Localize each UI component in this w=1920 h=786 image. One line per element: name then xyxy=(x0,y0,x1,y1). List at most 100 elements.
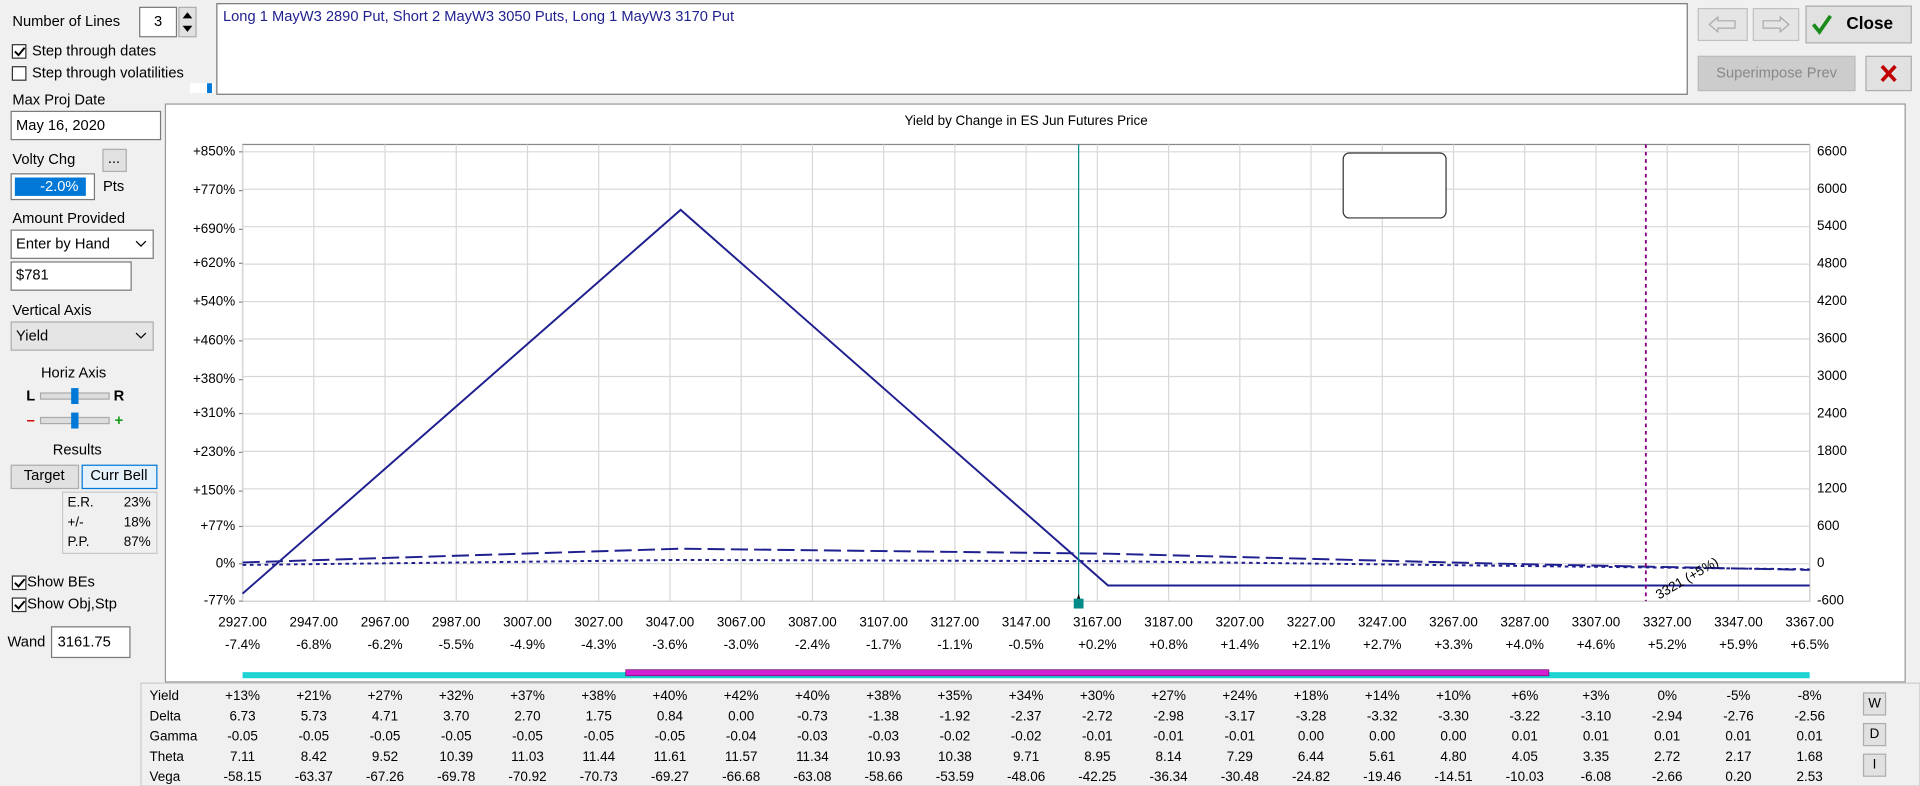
x-change-label: +6.5% xyxy=(1790,637,1829,652)
legend xyxy=(1342,152,1447,219)
input-value: -2.0% xyxy=(40,179,78,195)
cell: -10.03 xyxy=(1506,769,1544,784)
slider-track xyxy=(189,83,215,94)
input[interactable] xyxy=(10,261,132,291)
results-box xyxy=(61,491,158,554)
cell: -58.15 xyxy=(223,769,261,784)
side-button[interactable] xyxy=(1862,692,1887,716)
select[interactable] xyxy=(10,321,154,351)
side-button[interactable] xyxy=(1862,722,1887,747)
label: Wand xyxy=(7,635,45,651)
cell: -63.37 xyxy=(295,769,333,784)
cell: 1.75 xyxy=(586,708,612,723)
y-tick-label: +150% xyxy=(193,483,235,498)
result-value: 23% xyxy=(124,495,151,510)
cell: -6.08 xyxy=(1581,769,1612,784)
checkbox[interactable] xyxy=(11,44,27,59)
y-tick-label: -77% xyxy=(204,593,235,608)
nav-left[interactable] xyxy=(1697,7,1748,42)
button-label: Curr Bell xyxy=(90,468,147,484)
cell: -0.02 xyxy=(1011,729,1042,744)
cell: 7.11 xyxy=(230,749,255,764)
superimpose-button[interactable] xyxy=(1697,55,1856,92)
checkmark xyxy=(14,47,26,57)
cell: -2.56 xyxy=(1794,708,1825,723)
y-tick-label: +540% xyxy=(193,294,235,309)
x-tick-label: 3027.00 xyxy=(574,615,623,630)
x-tick-label: 3187.00 xyxy=(1144,615,1193,630)
select[interactable] xyxy=(10,229,154,259)
cell: 0.00 xyxy=(1298,729,1324,744)
input-value: 3 xyxy=(154,14,162,30)
spinner[interactable] xyxy=(178,6,197,38)
cell: 0.01 xyxy=(1725,729,1751,744)
cell: 1.68 xyxy=(1797,749,1823,764)
y-tick-label: +690% xyxy=(193,221,235,236)
y-tick-label: +310% xyxy=(193,405,235,420)
x-change-label: +4.0% xyxy=(1505,637,1544,652)
button[interactable] xyxy=(10,464,80,490)
cell: -0.01 xyxy=(1082,729,1113,744)
cell: 10.39 xyxy=(439,749,473,764)
input-value: $781 xyxy=(16,267,49,283)
x-tick-label: 3167.00 xyxy=(1073,615,1122,630)
cell: -5% xyxy=(1726,688,1750,703)
x-change-label: -1.7% xyxy=(866,637,901,652)
x-tick-label: 2947.00 xyxy=(289,615,338,630)
button-label: Superimpose Prev xyxy=(1716,65,1837,81)
nav-right[interactable] xyxy=(1752,7,1800,42)
checkbox[interactable] xyxy=(11,575,27,591)
cell: 11.61 xyxy=(654,749,687,764)
y-tick-label: +77% xyxy=(200,518,235,533)
cell: -0.05 xyxy=(512,729,543,744)
slider-thumb[interactable] xyxy=(207,83,212,94)
x-change-label: -4.9% xyxy=(510,637,545,652)
input[interactable] xyxy=(50,626,131,659)
y-tick-label: +230% xyxy=(193,444,235,459)
slider-thumb[interactable] xyxy=(71,412,79,429)
cell: -0.05 xyxy=(583,729,614,744)
cell: +6% xyxy=(1511,688,1538,703)
side-button-label: D xyxy=(1870,726,1880,741)
cell: +14% xyxy=(1365,688,1400,703)
select-value: Enter by Hand xyxy=(16,237,110,253)
result-value: 18% xyxy=(124,514,151,529)
x-change-label: +3.3% xyxy=(1434,637,1473,652)
y-tick-label: +620% xyxy=(193,255,235,270)
x-change-label: -4.3% xyxy=(581,637,616,652)
checkbox[interactable] xyxy=(11,66,27,81)
y2-tick-label: 1200 xyxy=(1817,480,1847,495)
cell: 0.00 xyxy=(1440,729,1466,744)
input[interactable] xyxy=(10,110,162,141)
cell: -0.05 xyxy=(441,729,472,744)
cell: 6.44 xyxy=(1298,749,1325,764)
input[interactable] xyxy=(139,6,178,38)
cell: 0.01 xyxy=(1583,729,1609,744)
y2-tick-label: 600 xyxy=(1817,518,1839,533)
input-value: 3161.75 xyxy=(58,635,111,651)
x-change-label: -3.0% xyxy=(724,637,759,652)
cell: -2.72 xyxy=(1082,708,1113,723)
slider-thumb[interactable] xyxy=(71,388,79,405)
checkbox[interactable] xyxy=(11,597,27,613)
x-change-label: -6.2% xyxy=(367,637,402,652)
cell: -53.59 xyxy=(936,769,974,784)
y2-tick-label: 1800 xyxy=(1817,443,1847,458)
selection xyxy=(14,177,86,196)
checkbox-label: Step through dates xyxy=(32,43,156,59)
label: Number of Lines xyxy=(12,14,120,30)
button[interactable] xyxy=(102,148,127,173)
checkbox-label: Step through volatilities xyxy=(32,65,184,81)
side-button[interactable] xyxy=(1862,753,1887,777)
y-tick-label: +770% xyxy=(193,182,235,197)
cell: 0.00 xyxy=(1369,729,1395,744)
cell: +38% xyxy=(866,688,901,703)
button[interactable] xyxy=(81,464,158,490)
cell: -3.32 xyxy=(1367,708,1398,723)
cell: -69.78 xyxy=(437,769,475,784)
cell: -24.82 xyxy=(1292,769,1330,784)
greeks: Yield +13% +21% +27% +32% +37% +38% +40% +42% +40… xyxy=(150,688,1887,784)
y2-tick-label: 3600 xyxy=(1817,331,1847,346)
x-tick-label: 3287.00 xyxy=(1500,615,1549,630)
